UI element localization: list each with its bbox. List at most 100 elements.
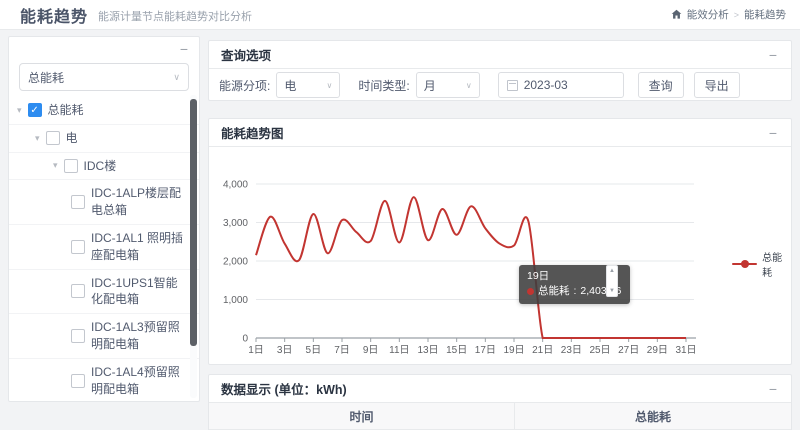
x-axis-label: 17日 bbox=[475, 345, 496, 356]
tree-node-label: IDC-1AL1 照明插座配电箱 bbox=[91, 230, 184, 262]
page-title: 能耗趋势 bbox=[20, 8, 89, 26]
tooltip-colon: : bbox=[573, 285, 577, 298]
x-axis-label: 21日 bbox=[532, 345, 553, 356]
x-axis-label: 11日 bbox=[389, 345, 409, 356]
tree-node[interactable]: ▾ 电 bbox=[9, 125, 199, 153]
checkbox-unchecked[interactable] bbox=[71, 373, 85, 388]
checkbox-unchecked[interactable] bbox=[45, 131, 60, 146]
column-header-time: 时间 bbox=[209, 403, 516, 429]
x-axis-label: 25日 bbox=[589, 345, 610, 356]
tree-node[interactable]: IDC-1AL1 照明插座配电箱 bbox=[9, 225, 199, 270]
chart-legend[interactable]: 总能耗 bbox=[732, 249, 791, 279]
checkbox-unchecked[interactable] bbox=[71, 239, 85, 254]
x-axis-label: 13日 bbox=[417, 345, 438, 356]
tree-scrollbar-thumb[interactable] bbox=[190, 99, 197, 346]
x-axis-label: 15日 bbox=[446, 345, 467, 356]
trend-line-总能耗 bbox=[255, 196, 686, 339]
trend-chart[interactable]: 0 1,000 2,000 3,000 4,000 1日 3日 5日 7日 9日 11日 13日 15日… bbox=[209, 147, 791, 363]
breadcrumb: 能效分析 > 能耗趋势 bbox=[671, 7, 786, 22]
checkbox-unchecked[interactable] bbox=[63, 158, 78, 173]
tree-node-label: IDC-1AL4预留照明配电箱 bbox=[91, 364, 180, 396]
tree-node-label: IDC-1UPS1智能化配电箱 bbox=[91, 275, 178, 307]
search-button[interactable]: 查询 bbox=[637, 72, 684, 98]
caret-down-icon[interactable]: ▾ bbox=[53, 160, 58, 171]
breadcrumb-section[interactable]: 能效分析 bbox=[686, 9, 729, 21]
x-axis-label: 27日 bbox=[618, 345, 639, 356]
data-panel-header: 数据显示 (单位：kWh) − bbox=[209, 375, 791, 403]
caret-down-icon[interactable]: ▾ bbox=[35, 132, 40, 143]
top-header: 能耗趋势 能源计量节点能耗趋势对比分析 能效分析 > 能耗趋势 bbox=[0, 0, 800, 30]
chart-panel-title: 能耗趋势图 bbox=[221, 127, 284, 141]
checkbox-unchecked[interactable] bbox=[71, 284, 85, 299]
chart-panel-header: 能耗趋势图 − bbox=[209, 119, 791, 147]
tree-node[interactable]: ▾ IDC楼 bbox=[9, 153, 199, 181]
trend-line-chart-svg: 0 1,000 2,000 3,000 4,000 1日 3日 5日 7日 9日 11日 13日 15日… bbox=[223, 180, 697, 357]
date-picker-value: 2023-03 bbox=[523, 78, 568, 92]
x-axis-label: 3日 bbox=[277, 345, 293, 356]
home-icon bbox=[671, 9, 682, 20]
tree-node-label: IDC楼 bbox=[83, 158, 117, 173]
breadcrumb-current: 能耗趋势 bbox=[744, 9, 786, 21]
tree-node-label: IDC-1AL3预留照明配电箱 bbox=[91, 320, 180, 351]
x-axis-label: 23日 bbox=[561, 345, 582, 356]
time-type-select[interactable]: 月 ∨ bbox=[415, 72, 480, 98]
node-type-select[interactable]: 总能耗 ∨ bbox=[19, 63, 189, 91]
column-header-total-energy: 总能耗 bbox=[635, 409, 672, 424]
x-axis-label: 7日 bbox=[334, 345, 350, 356]
node-tree-panel: − 总能耗 ∨ ▾ ✓ 总能耗 ▾ 电 ▾ IDC楼 IDC-1ALP楼层配电总箱 IDC-1A… bbox=[8, 36, 200, 402]
tree-node[interactable]: IDC-1AL4预留照明配电箱 bbox=[9, 359, 199, 401]
checkbox-unchecked[interactable] bbox=[71, 328, 85, 343]
energy-type-label: 能源分项: bbox=[219, 78, 271, 93]
node-tree: ▾ ✓ 总能耗 ▾ 电 ▾ IDC楼 IDC-1ALP楼层配电总箱 IDC-1AL1 照明插座配… bbox=[9, 97, 199, 401]
tree-node[interactable]: IDC-1ALP楼层配电总箱 bbox=[9, 180, 199, 225]
tooltip-series-dot-icon bbox=[527, 288, 534, 296]
node-type-select-value: 总能耗 bbox=[28, 70, 65, 85]
chevron-down-icon: ∨ bbox=[465, 80, 472, 90]
tree-scrollbar[interactable] bbox=[190, 95, 197, 398]
checkbox-unchecked[interactable] bbox=[71, 195, 85, 210]
tree-node[interactable]: IDC-1UPS1智能化配电箱 bbox=[9, 270, 199, 315]
query-panel-header: 查询选项 − bbox=[209, 41, 791, 69]
caret-down-icon[interactable]: ▾ bbox=[17, 104, 22, 115]
collapse-data-panel-button[interactable]: − bbox=[768, 380, 777, 397]
tree-node-label: 总能耗 bbox=[47, 103, 84, 117]
x-axis-label: 9日 bbox=[363, 345, 379, 356]
export-button[interactable]: 导出 bbox=[693, 72, 740, 98]
y-axis-label: 2,000 bbox=[223, 257, 248, 268]
time-type-value: 月 bbox=[423, 78, 436, 93]
chart-series bbox=[255, 196, 686, 339]
tree-node[interactable]: IDC-1AL3预留照明配电箱 bbox=[9, 314, 199, 359]
collapse-sidebar-button[interactable]: − bbox=[179, 41, 188, 57]
legend-dot-icon bbox=[741, 260, 749, 268]
x-axis-label: 1日 bbox=[248, 345, 264, 356]
y-axis-label: 0 bbox=[242, 334, 248, 345]
query-options-panel: 查询选项 − 能源分项: 电 ∨ 时间类型: 月 ∨ 2023-03 查询 导出 bbox=[208, 40, 792, 101]
energy-type-value: 电 bbox=[284, 78, 297, 93]
y-axis-label: 3,000 bbox=[223, 218, 248, 229]
checkbox-checked[interactable]: ✓ bbox=[27, 103, 42, 118]
tree-node[interactable]: ▾ ✓ 总能耗 bbox=[9, 97, 199, 125]
legend-label: 总能耗 bbox=[762, 253, 783, 279]
energy-type-select[interactable]: 电 ∨ bbox=[276, 72, 341, 98]
y-axis-label: 4,000 bbox=[223, 180, 248, 191]
x-axis-label: 29日 bbox=[647, 345, 668, 356]
page-subtitle: 能源计量节点能耗趋势对比分析 bbox=[98, 11, 253, 23]
chevron-down-icon: ∨ bbox=[173, 71, 180, 82]
collapse-chart-panel-button[interactable]: − bbox=[768, 124, 777, 141]
collapse-query-panel-button[interactable]: − bbox=[768, 46, 777, 63]
tooltip-title: 19日 bbox=[527, 270, 550, 282]
scroll-down-icon: ▼ bbox=[609, 288, 615, 294]
time-type-label: 时间类型: bbox=[358, 78, 410, 93]
x-axis-label: 19日 bbox=[503, 345, 524, 356]
trend-chart-panel: 能耗趋势图 − 0 1,000 2,000 3,000 4,000 1日 3日 5日 7日 9日 1… bbox=[208, 118, 792, 365]
date-picker-input[interactable]: 2023-03 bbox=[497, 72, 624, 98]
chevron-down-icon: ∨ bbox=[326, 80, 333, 90]
tooltip-series-name: 总能耗 bbox=[538, 285, 570, 298]
x-axis-label: 31日 bbox=[675, 345, 696, 356]
tooltip-scrollbar[interactable]: ▲ ▼ bbox=[606, 265, 618, 297]
query-form: 能源分项: 电 ∨ 时间类型: 月 ∨ 2023-03 查询 导出 bbox=[209, 69, 791, 101]
calendar-icon bbox=[506, 79, 518, 91]
y-axis-label: 1,000 bbox=[223, 295, 248, 306]
data-display-panel: 数据显示 (单位：kWh) − 时间 总能耗 bbox=[208, 374, 792, 430]
